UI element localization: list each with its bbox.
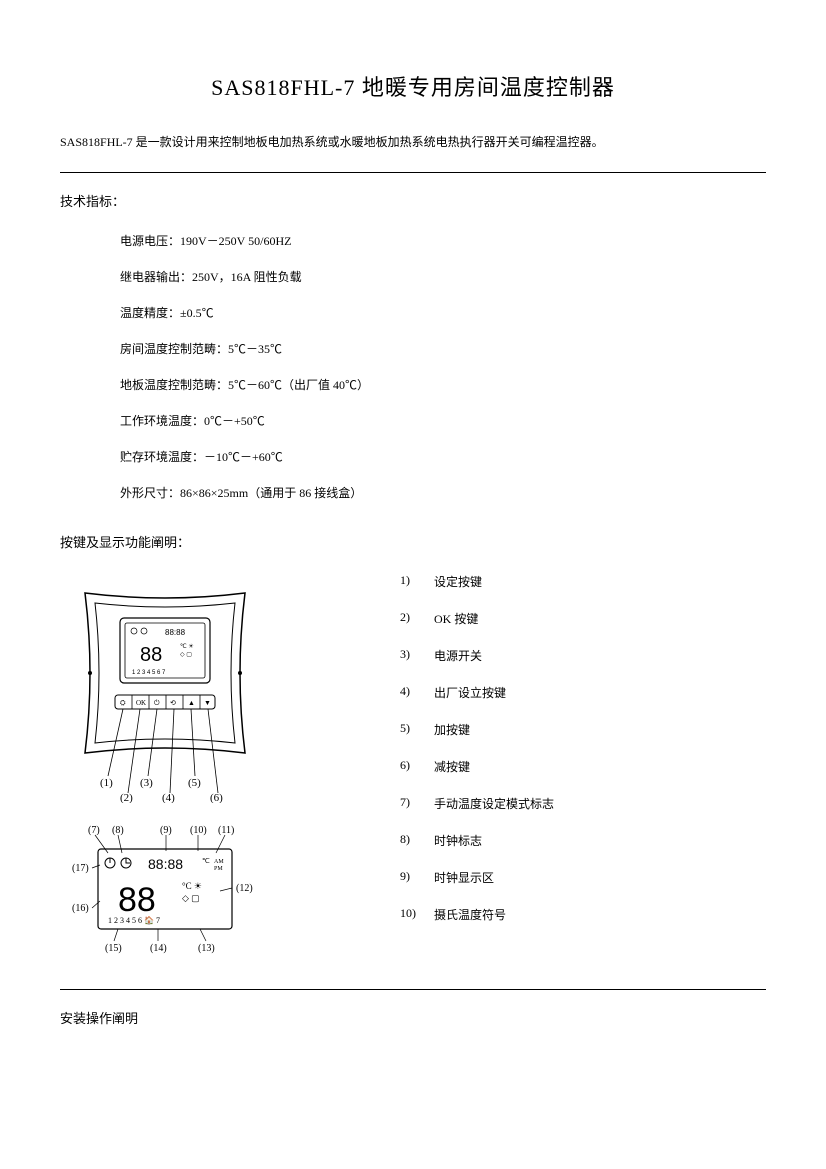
spec-item: 电源电压：190V－250V 50/60HZ [120,232,766,250]
key-row: 10) 摄氏温度符号 [400,906,766,923]
svg-text:℃: ℃ [202,857,210,865]
svg-text:88:88: 88:88 [165,628,186,637]
svg-text:(9): (9) [160,825,172,836]
spec-item: 温度精度：±0.5℃ [120,304,766,322]
divider-1 [60,172,766,173]
divider-2 [60,989,766,990]
key-row: 9) 时钟显示区 [400,869,766,886]
svg-text:(17): (17) [72,863,89,874]
key-label: 减按键 [434,758,766,775]
key-label: 手动温度设定模式标志 [434,795,766,812]
svg-text:▼: ▼ [204,699,211,707]
spec-item: 地板温度控制范畴：5℃－60℃（出厂值 40℃） [120,376,766,394]
svg-text:(15): (15) [105,943,122,954]
svg-text:◇ ▢: ◇ ▢ [180,652,192,658]
key-num: 1) [400,573,434,590]
svg-text:℃ ☀: ℃ ☀ [180,643,194,650]
svg-text:(14): (14) [150,943,167,954]
key-label: 时钟显示区 [434,869,766,886]
keys-section: 88:88 88 ℃ ☀ ◇ ▢ 1 2 3 4 5 6 7 ⛭ OK ⏻ ⟲ … [60,573,766,961]
device-figures: 88:88 88 ℃ ☀ ◇ ▢ 1 2 3 4 5 6 7 ⛭ OK ⏻ ⟲ … [60,573,260,961]
svg-text:AM: AM [214,859,224,865]
svg-text:1 2 3 4 5 6 7: 1 2 3 4 5 6 7 [132,670,166,676]
intro-text: SAS818FHL-7 是一款设计用来控制地板电加热系统或水暖地板加热系统电热执… [60,132,766,154]
key-row: 6) 减按键 [400,758,766,775]
key-list: 1) 设定按键 2) OK 按键 3) 电源开关 4) 出厂设立按键 5) 加按… [300,573,766,943]
key-row: 1) 设定按键 [400,573,766,590]
key-num: 3) [400,647,434,664]
callout-1: (1) [100,777,113,789]
svg-text:1 2 3 4 5 6 🏠 7: 1 2 3 4 5 6 🏠 7 [108,916,160,925]
key-row: 5) 加按键 [400,721,766,738]
key-row: 7) 手动温度设定模式标志 [400,795,766,812]
svg-text:▲: ▲ [188,699,195,707]
svg-text:88: 88 [118,881,156,919]
key-row: 2) OK 按键 [400,610,766,627]
key-label: 电源开关 [434,647,766,664]
key-label: 设定按键 [434,573,766,590]
key-row: 4) 出厂设立按键 [400,684,766,701]
thermostat-diagram: 88:88 88 ℃ ☀ ◇ ▢ 1 2 3 4 5 6 7 ⛭ OK ⏻ ⟲ … [70,583,260,803]
callout-4: (4) [162,792,175,803]
callout-3: (3) [140,777,153,789]
svg-text:(10): (10) [190,825,207,836]
key-num: 9) [400,869,434,886]
key-num: 5) [400,721,434,738]
svg-text:◇ ▢: ◇ ▢ [182,893,200,903]
callout-2: (2) [120,792,133,803]
svg-text:(16): (16) [72,903,89,914]
spec-list: 电源电压：190V－250V 50/60HZ 继电器输出：250V，16A 阻性… [60,232,766,502]
key-label: 出厂设立按键 [434,684,766,701]
key-row: 8) 时钟标志 [400,832,766,849]
svg-text:°C ☀: °C ☀ [182,881,202,891]
key-num: 2) [400,610,434,627]
key-label: 时钟标志 [434,832,766,849]
svg-text:(13): (13) [198,943,215,954]
key-label: OK 按键 [434,610,766,627]
svg-text:88: 88 [140,644,162,666]
key-row: 3) 电源开关 [400,647,766,664]
svg-text:(8): (8) [112,825,124,836]
spec-item: 外形尺寸：86×86×25mm（通用于 86 接线盒） [120,484,766,502]
key-label: 摄氏温度符号 [434,906,766,923]
svg-text:⏻: ⏻ [154,699,160,707]
svg-text:(12): (12) [236,883,253,894]
svg-text:⛭: ⛭ [120,699,126,707]
key-num: 8) [400,832,434,849]
install-heading: 安装操作阐明 [60,1008,766,1027]
key-num: 4) [400,684,434,701]
key-num: 10) [400,906,434,923]
spec-item: 工作环境温度：0℃－+50℃ [120,412,766,430]
svg-text:88:88: 88:88 [148,856,183,872]
svg-text:⟲: ⟲ [170,699,176,707]
page-title: SAS818FHL-7 地暖专用房间温度控制器 [60,70,766,102]
svg-text:OK: OK [136,699,146,707]
key-num: 6) [400,758,434,775]
spec-heading: 技术指标： [60,191,766,210]
callout-5: (5) [188,777,201,789]
svg-text:(11): (11) [218,825,234,836]
spec-item: 贮存环境温度：－10℃－+60℃ [120,448,766,466]
lcd-diagram: (7) (8) (9) (10) (11) 88:88 ℃ AM PM 88 [70,821,260,961]
keys-heading: 按键及显示功能阐明： [60,532,766,551]
key-num: 7) [400,795,434,812]
spec-item: 继电器输出：250V，16A 阻性负载 [120,268,766,286]
key-label: 加按键 [434,721,766,738]
svg-text:PM: PM [214,866,223,872]
svg-text:(7): (7) [88,825,100,836]
spec-item: 房间温度控制范畴：5℃－35℃ [120,340,766,358]
callout-6: (6) [210,792,223,803]
